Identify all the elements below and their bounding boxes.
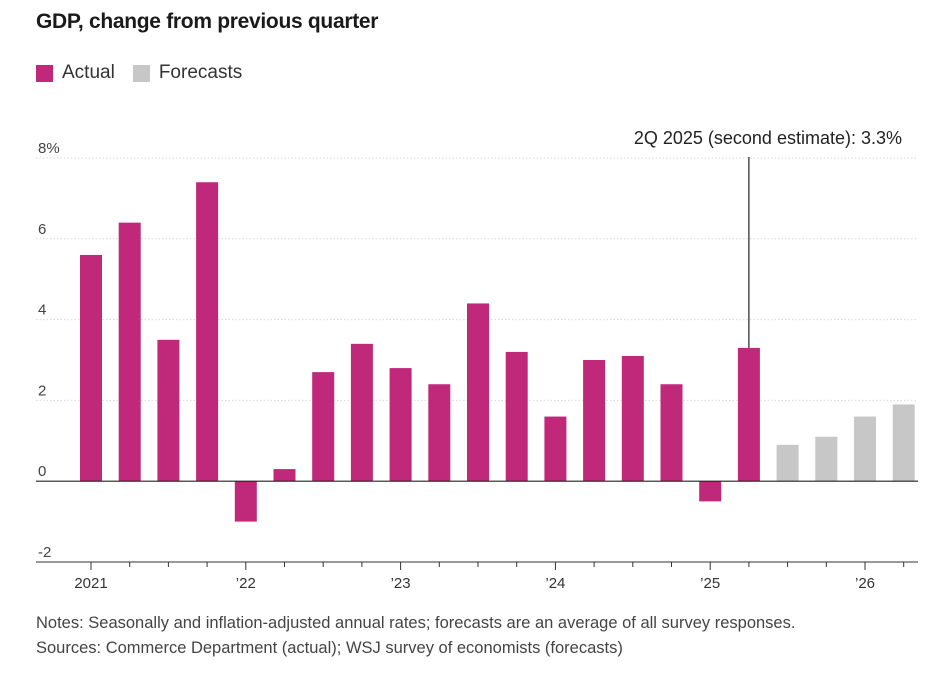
x-tick-label: ’23 [391,575,411,592]
legend-item-forecasts: Forecasts [132,62,243,84]
bar-actual [544,416,567,482]
bar-actual [583,360,606,482]
y-tick-label: 8% [38,140,60,157]
bar-forecast [815,436,838,482]
bar-forecast [776,444,799,482]
annotation: 2Q 2025 (second estimate): 3.3% [634,128,902,348]
legend-label-actual: Actual [62,62,115,83]
notes-line: Notes: Seasonally and inflation-adjusted… [36,614,796,632]
annotation-label: 2Q 2025 (second estimate): 3.3% [634,128,902,148]
legend-swatch-forecasts [132,64,150,82]
bar-actual [350,343,373,482]
x-tick-label: ’22 [236,575,256,592]
bar-actual [312,372,335,482]
y-axis-labels: 8% 6 4 2 0 -2 [38,140,60,561]
x-tick-label: 2021 [74,575,107,592]
bar-actual [505,351,528,482]
bar-actual [118,222,141,482]
y-tick-label: 6 [38,221,46,238]
bar-actual [660,384,683,482]
bar-actual [389,368,412,482]
x-tick-label: ’24 [545,575,565,592]
x-tick-label: ’25 [700,575,720,592]
bar-actual [621,355,644,482]
bar-actual [196,182,219,482]
x-tick-label: ’26 [855,575,875,592]
legend-swatch-actual [36,64,53,82]
y-tick-label: 2 [38,382,46,399]
bar-chart: 8% 6 4 2 0 -2 2021 ’22 ’23 ’24 ’25 ’26 2Q 2025 (se… [36,128,918,592]
notes: Notes: Seasonally and inflation-adjusted… [36,611,795,661]
bar-forecast [854,416,876,482]
sources-line: Sources: Commerce Department (actual); W… [36,639,623,657]
y-tick-label: 0 [38,463,46,480]
bar-actual [737,347,760,482]
bar-actual [80,254,102,482]
x-axis: 2021 ’22 ’23 ’24 ’25 ’26 [36,480,918,592]
bar-actual [273,469,296,482]
legend: Actual Forecasts [36,62,260,84]
bar-actual [234,481,257,522]
bar-forecast [892,404,915,482]
bars [80,182,915,522]
chart-title: GDP, change from previous quarter [36,10,379,33]
y-tick-label: -2 [38,544,51,561]
bar-actual [428,384,451,482]
bar-actual [699,481,722,502]
y-tick-label: 4 [38,302,46,319]
legend-item-actual: Actual [36,62,115,84]
legend-label-forecasts: Forecasts [158,62,243,83]
bar-actual [157,339,180,482]
bar-actual [467,303,489,482]
